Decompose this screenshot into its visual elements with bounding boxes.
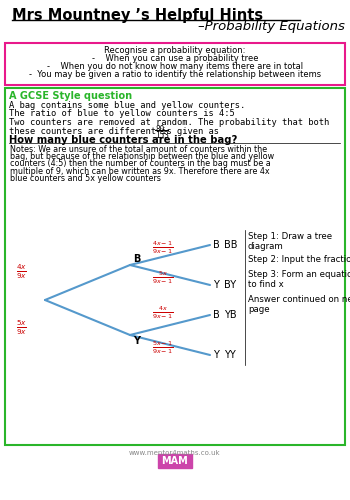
Text: Step 3: Form an equation
to find x: Step 3: Form an equation to find x [248,270,350,289]
Text: MAM: MAM [162,456,188,466]
Text: How many blue counters are in the bag?: How many blue counters are in the bag? [9,135,237,145]
Text: B: B [133,254,140,264]
Text: Y: Y [213,280,219,290]
Text: $\frac{5x}{9x-1}$: $\frac{5x}{9x-1}$ [152,270,174,286]
Text: bag, but because of the relationship between the blue and yellow: bag, but because of the relationship bet… [10,152,274,161]
Text: $\frac{5x}{9x}$: $\frac{5x}{9x}$ [16,319,27,337]
Text: 80: 80 [155,126,164,134]
Text: these counters are different is given as: these counters are different is given as [9,126,219,136]
Text: Two counters are removed at random. The probability that both: Two counters are removed at random. The … [9,118,329,127]
Text: Answer continued on next
page: Answer continued on next page [248,295,350,314]
Text: The ratio of blue to yellow counters is 4:5: The ratio of blue to yellow counters is … [9,110,235,118]
Text: -    When you do not know how many items there are in total: - When you do not know how many items th… [47,62,303,71]
Text: Notes: We are unsure of the total amount of counters within the: Notes: We are unsure of the total amount… [10,145,267,154]
Text: Step 2: Input the fractions: Step 2: Input the fractions [248,255,350,264]
Text: Recognise a probability equation:: Recognise a probability equation: [104,46,246,55]
Text: Step 1: Draw a tree
diagram: Step 1: Draw a tree diagram [248,232,332,252]
Text: BY: BY [224,280,236,290]
Text: $\frac{4x}{9x}$: $\frac{4x}{9x}$ [16,263,27,281]
Text: $\frac{5x-1}{9x-1}$: $\frac{5x-1}{9x-1}$ [152,340,174,356]
Text: BB: BB [224,240,238,250]
Bar [158,454,192,468]
Text: A bag contains some blue and yellow counters.: A bag contains some blue and yellow coun… [9,101,245,110]
Text: YY: YY [224,350,236,360]
Text: $\frac{4x}{9x-1}$: $\frac{4x}{9x-1}$ [152,304,174,322]
Text: –Probability Equations: –Probability Equations [198,20,345,33]
Text: YB: YB [224,310,237,320]
Text: -  You may be given a ratio to identify the relationship between items: - You may be given a ratio to identify t… [29,70,321,79]
Text: 153: 153 [155,130,169,140]
Text: blue counters and 5x yellow counters: blue counters and 5x yellow counters [10,174,161,183]
Text: A GCSE Style question: A GCSE Style question [9,91,132,101]
Text: B: B [213,310,220,320]
Bar [5,88,345,445]
Text: Mrs Mountney ’s Helpful Hints: Mrs Mountney ’s Helpful Hints [12,8,263,23]
Text: multiple of 9, which can be written as 9x. Therefore there are 4x: multiple of 9, which can be written as 9… [10,166,270,175]
Text: Y: Y [213,350,219,360]
Text: B: B [213,240,220,250]
Text: -    When you can use a probability tree: - When you can use a probability tree [92,54,258,63]
Text: counters (4:5) then the number of counters in the bag must be a: counters (4:5) then the number of counte… [10,160,271,168]
Text: www.mentor4maths.co.uk: www.mentor4maths.co.uk [129,450,221,456]
Text: Y: Y [133,336,140,346]
Bar [5,43,345,85]
Text: $\frac{4x-1}{9x-1}$: $\frac{4x-1}{9x-1}$ [152,240,174,256]
